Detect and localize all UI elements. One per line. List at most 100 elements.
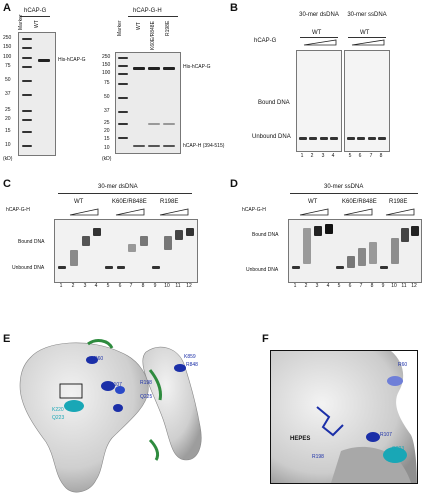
right-marker-kd-10: 10 (104, 145, 110, 151)
panel-b-label: B (230, 2, 238, 14)
unbound-band (299, 137, 307, 140)
unbound-band (105, 266, 113, 269)
hcap-h-band (133, 145, 145, 147)
panel-d-group-r198e: R198E (389, 199, 408, 205)
panel-c-lane-9: 9 (153, 283, 157, 289)
smear-band (369, 242, 377, 264)
panel-c-lane-8: 8 (141, 283, 145, 289)
faint-band (148, 123, 160, 125)
panel-f-zoom-frame (270, 350, 418, 484)
panel-b-lane-2: 2 (310, 153, 314, 159)
marker-kd-150: 150 (3, 44, 12, 50)
panel-f-label-q223: Q223 (392, 446, 405, 452)
panel-b-group2-line (348, 37, 386, 38)
shifted-band (314, 226, 322, 236)
panel-d-lane-9: 9 (381, 283, 385, 289)
panel-c-lane-12: 12 (186, 283, 192, 289)
panel-a-right-header: hCAP-G-H (133, 8, 162, 14)
hcap-h-band (163, 145, 175, 147)
marker-band (118, 137, 128, 139)
panel-d-lane-5: 5 (337, 283, 341, 289)
right-marker-kd-20: 20 (104, 128, 110, 134)
panel-d-lane-2: 2 (304, 283, 308, 289)
kd-unit: (kD) (3, 156, 13, 162)
panel-a-left-lane-wt: WT (34, 20, 40, 28)
panel-f-label-r60: R60 (398, 362, 408, 368)
panel-b-group2-genotype: WT (360, 30, 370, 36)
marker-band (22, 94, 32, 96)
panel-d-title: 30-mer ssDNA (324, 184, 364, 190)
panel-a-left-header-line (20, 16, 50, 17)
marker-kd-100: 100 (3, 54, 12, 60)
panel-d-unbound-label: Unbound DNA (246, 267, 279, 273)
panel-b-bound-label: Bound DNA (258, 100, 290, 106)
his-hcap-g-right-label: His-hCAP-G (183, 64, 211, 70)
unbound-band (292, 266, 300, 269)
marker-band (22, 145, 32, 147)
marker-band (118, 65, 128, 67)
panel-d-lane-3: 3 (315, 283, 319, 289)
unbound-band (380, 266, 388, 269)
panel-d-lane-8: 8 (370, 283, 374, 289)
panel-d-gradient-wedges (299, 208, 415, 216)
hcap-h-label: hCAP-H (394-515) (183, 143, 225, 149)
panel-d-gel (288, 219, 422, 283)
panel-a-right-header-line (128, 16, 178, 17)
panel-b-lane-5: 5 (348, 153, 352, 159)
panel-d-title-line (290, 193, 418, 194)
panel-b-gradient-wedges (303, 39, 385, 46)
panel-d-lane-7: 7 (359, 283, 363, 289)
smear-band (358, 248, 366, 266)
panel-e-label-k220: K220 (52, 407, 64, 413)
marker-band (118, 111, 128, 113)
shifted-band (325, 224, 333, 234)
panel-c-lane-1: 1 (59, 283, 63, 289)
panel-b-group1-line (300, 37, 338, 38)
panel-d-row-label: hCAP-G-H (242, 207, 266, 213)
shifted-band (93, 228, 101, 236)
panel-a-left-gel (18, 32, 56, 156)
marker-band (118, 73, 128, 75)
shifted-band (391, 238, 399, 264)
marker-kd-37: 37 (5, 91, 11, 97)
marker-band (22, 66, 32, 68)
marker-band (22, 80, 32, 82)
unbound-band (336, 266, 344, 269)
marker-band (118, 57, 128, 59)
panel-c-unbound-label: Unbound DNA (12, 265, 45, 271)
panel-e-label-r848: R848 (186, 362, 198, 368)
right-marker-kd-250: 250 (102, 54, 111, 60)
right-marker-kd-75: 75 (104, 80, 110, 86)
panel-e-label-q225: Q225 (140, 394, 153, 400)
right-marker-kd-25: 25 (104, 120, 110, 126)
panel-b-group1-title: 30-mer dsDNA (299, 12, 339, 18)
panel-a-right-lane-r198e: R198E (165, 20, 171, 36)
panel-a-left-lane-marker: Marker (18, 14, 24, 30)
panel-c-gradient-wedges (69, 208, 189, 216)
marker-band (118, 83, 128, 85)
shifted-band (82, 236, 90, 246)
panel-c-group-r198e: R198E (160, 199, 179, 205)
unbound-band (152, 266, 160, 269)
panel-c-lane-2: 2 (71, 283, 75, 289)
panel-b-lane-7: 7 (369, 153, 373, 159)
marker-kd-250: 250 (3, 35, 12, 41)
panel-c-lane-10: 10 (164, 283, 170, 289)
panel-f-label-r107: R107 (380, 432, 392, 438)
marker-band (22, 110, 32, 112)
unbound-band (368, 137, 376, 140)
unbound-band (378, 137, 386, 140)
panel-b-gel-2 (344, 50, 390, 152)
faint-band (163, 123, 175, 125)
panel-b-lane-8: 8 (379, 153, 383, 159)
unbound-band (117, 266, 125, 269)
panel-d-lane-10: 10 (391, 283, 397, 289)
panel-b-gel-1 (296, 50, 342, 152)
panel-d-group-k60e: K60E/R848E (342, 199, 377, 205)
panel-c-label: C (3, 178, 11, 190)
panel-e-label-r198: R198 (140, 380, 152, 386)
marker-band (22, 57, 32, 59)
panel-c-bound-label: Bound DNA (18, 239, 45, 245)
panel-b-lane-4: 4 (331, 153, 335, 159)
his-hcap-g-band (148, 67, 160, 70)
